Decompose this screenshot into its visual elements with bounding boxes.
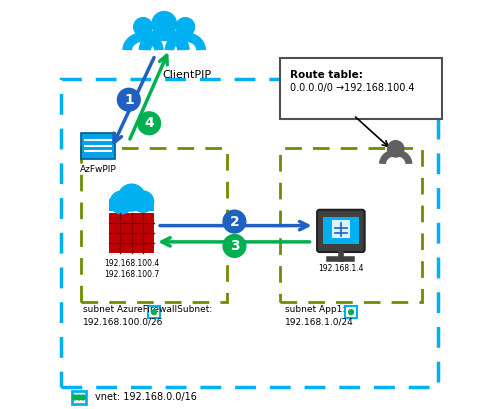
Circle shape: [110, 191, 133, 214]
Text: 192.168.100.7: 192.168.100.7: [104, 270, 159, 279]
Text: 192.168.100.0/26: 192.168.100.0/26: [82, 317, 163, 326]
Text: 192.168.100.4: 192.168.100.4: [104, 259, 159, 268]
Circle shape: [223, 210, 246, 233]
FancyBboxPatch shape: [323, 217, 359, 244]
Circle shape: [132, 191, 153, 212]
FancyBboxPatch shape: [109, 213, 154, 253]
Circle shape: [349, 310, 354, 315]
Circle shape: [134, 18, 152, 36]
Text: AzFwPIP: AzFwPIP: [80, 165, 117, 174]
Circle shape: [72, 395, 77, 400]
Circle shape: [388, 141, 404, 157]
Circle shape: [138, 112, 160, 135]
Circle shape: [152, 11, 177, 36]
Circle shape: [117, 88, 140, 111]
Circle shape: [80, 395, 86, 400]
FancyBboxPatch shape: [317, 210, 365, 252]
Circle shape: [118, 184, 145, 211]
Text: ClientPIP: ClientPIP: [162, 70, 211, 81]
Text: 4: 4: [144, 116, 154, 130]
Circle shape: [151, 310, 156, 315]
FancyBboxPatch shape: [109, 199, 154, 211]
FancyBboxPatch shape: [81, 133, 115, 160]
Circle shape: [223, 234, 246, 257]
Text: Route table:: Route table:: [290, 70, 363, 80]
Text: vnet: 192.168.0.0/16: vnet: 192.168.0.0/16: [95, 393, 197, 402]
Text: subnet App1:: subnet App1:: [285, 305, 345, 314]
FancyBboxPatch shape: [280, 58, 443, 119]
Circle shape: [76, 395, 81, 400]
Text: 1: 1: [124, 93, 134, 107]
Text: 0.0.0.0/0 →192.168.100.4: 0.0.0.0/0 →192.168.100.4: [290, 83, 414, 93]
Text: 3: 3: [230, 239, 239, 253]
FancyBboxPatch shape: [332, 220, 350, 238]
Text: subnet AzureFirewallSubnet:: subnet AzureFirewallSubnet:: [82, 305, 212, 314]
Circle shape: [176, 18, 195, 36]
Text: 192.168.1.4: 192.168.1.4: [318, 264, 364, 273]
Text: 192.168.1.0/24: 192.168.1.0/24: [285, 317, 354, 326]
Text: 2: 2: [229, 215, 239, 229]
